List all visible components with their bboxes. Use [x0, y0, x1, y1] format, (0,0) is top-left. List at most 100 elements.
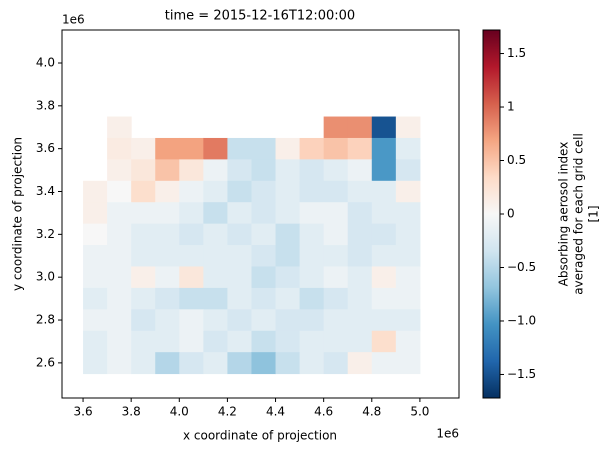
cell	[251, 137, 277, 160]
cell	[275, 202, 301, 225]
cell	[155, 223, 180, 246]
cell	[179, 352, 204, 375]
cell	[131, 266, 156, 289]
cell	[203, 352, 228, 375]
cell	[227, 137, 252, 160]
cell	[251, 330, 277, 353]
cell	[275, 266, 301, 289]
cell	[203, 245, 228, 267]
cell	[83, 180, 108, 203]
cell	[227, 266, 252, 289]
cell	[395, 159, 421, 182]
cell	[395, 223, 421, 246]
cell	[107, 287, 132, 310]
colorbar	[482, 29, 501, 399]
cell	[203, 266, 228, 289]
y-offset-label: 1e6	[62, 13, 85, 27]
x-tick-label: 3.6	[74, 405, 93, 419]
cell	[131, 330, 156, 353]
x-tick-label: 4.2	[218, 405, 237, 419]
cell	[299, 352, 325, 375]
y-tick-label: 3.8	[36, 98, 55, 112]
cell	[251, 309, 277, 332]
cell	[347, 352, 373, 375]
cell	[347, 223, 373, 246]
cell	[275, 223, 301, 246]
cell	[179, 137, 204, 160]
y-tick-label: 4.0	[36, 55, 55, 69]
cell	[323, 245, 349, 267]
cell	[83, 287, 108, 310]
cell	[323, 137, 349, 160]
cell	[275, 330, 301, 353]
y-tick-label: 3.2	[36, 227, 55, 241]
cell	[107, 266, 132, 289]
cell	[323, 309, 349, 332]
cell	[251, 202, 277, 225]
x-axis-label: x coordinate of projection	[183, 429, 337, 443]
cell	[371, 266, 397, 289]
x-tick-label: 4.4	[266, 405, 285, 419]
cell	[179, 330, 204, 353]
cell	[395, 137, 421, 160]
cell	[371, 330, 397, 353]
cell	[107, 116, 132, 139]
cell	[299, 309, 325, 332]
colorbar-tick-label: −1.5	[507, 367, 536, 381]
cell	[299, 223, 325, 246]
cell	[83, 202, 108, 225]
cell	[299, 266, 325, 289]
cell	[323, 266, 349, 289]
cell	[131, 180, 156, 203]
cell	[371, 245, 397, 267]
cell	[323, 159, 349, 182]
cell	[347, 245, 373, 267]
cell	[227, 330, 252, 353]
cell	[371, 352, 397, 375]
cell	[131, 137, 156, 160]
cell	[179, 287, 204, 310]
cell	[347, 116, 373, 139]
cell	[347, 330, 373, 353]
cell	[83, 309, 108, 332]
colorbar-tick-label: −0.5	[507, 260, 536, 274]
axes-frame	[61, 29, 460, 399]
y-axis-label: y coordinate of projection	[11, 137, 25, 291]
cell	[395, 330, 421, 353]
cell	[107, 202, 132, 225]
cell	[83, 266, 108, 289]
cell	[323, 116, 349, 139]
cell	[155, 330, 180, 353]
cell	[299, 137, 325, 160]
colorbar-label: Absorbing aerosol index	[557, 142, 571, 287]
x-tick-label: 4.8	[362, 405, 381, 419]
cell	[299, 245, 325, 267]
y-tick-label: 3.0	[36, 270, 55, 284]
cell	[371, 202, 397, 225]
cell	[179, 180, 204, 203]
cell	[227, 287, 252, 310]
cell	[395, 116, 421, 139]
colorbar-label: averaged for each grid cell	[572, 133, 586, 295]
cell	[107, 223, 132, 246]
cell	[371, 287, 397, 310]
cell	[83, 330, 108, 353]
cell	[347, 287, 373, 310]
cell	[395, 309, 421, 332]
cell	[227, 159, 252, 182]
cell	[179, 266, 204, 289]
cell	[107, 180, 132, 203]
y-tick-label: 2.8	[36, 313, 55, 327]
cell	[323, 223, 349, 246]
cell	[251, 266, 277, 289]
cell	[203, 287, 228, 310]
cell	[203, 137, 228, 160]
x-tick-label: 5.0	[410, 405, 429, 419]
cell	[155, 266, 180, 289]
cell	[347, 202, 373, 225]
cell	[227, 245, 252, 267]
x-offset-label: 1e6	[436, 427, 459, 441]
cell	[299, 180, 325, 203]
cell	[323, 352, 349, 375]
